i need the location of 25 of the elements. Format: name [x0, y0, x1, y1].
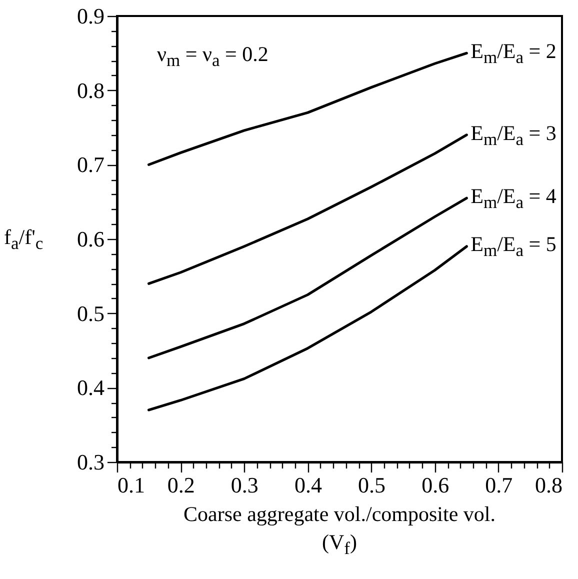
x-axis-title: Coarse aggregate vol./composite vol. (V$_{f}$) [182, 501, 496, 560]
series-label: E$_{m}$/E$_{a}$ = 2 [470, 39, 556, 68]
y-tick-label: 0.6 [77, 226, 104, 252]
annotation: ν$_{m}$ = ν$_{a}$ = 0.2 [157, 42, 268, 72]
series-label: E$_{m}$/E$_{a}$ = 4 [470, 184, 556, 214]
x-tick-label: 0.2 [167, 472, 195, 498]
y-tick-label: 0.3 [77, 450, 104, 474]
series-label: E$_{m}$/E$_{a}$ = 5 [470, 232, 556, 262]
y-tick-label: 0.7 [77, 152, 104, 178]
x-tick-label: 0.7 [485, 472, 513, 498]
x-tick-label: 0.8 [535, 472, 562, 498]
y-tick-label: 0.4 [77, 375, 104, 400]
line-series [147, 134, 468, 285]
x-tick-label: 0.5 [358, 472, 386, 498]
y-tick-label: 0.5 [77, 300, 104, 326]
x-tick-label: 0.6 [422, 472, 450, 498]
line-series [147, 196, 468, 360]
x-tick-label: 0.4 [294, 472, 322, 498]
y-tick-label: 0.8 [77, 78, 104, 103]
x-tick-label: 0.1 [118, 472, 145, 498]
line-series [147, 245, 468, 412]
x-tick-label: 0.3 [230, 472, 258, 498]
y-tick-label: 0.9 [77, 4, 104, 28]
y-axis-title: f$_{a}$/f'$_{c}$ [4, 225, 44, 254]
series-label: E$_{m}$/E$_{a}$ = 3 [470, 120, 556, 150]
